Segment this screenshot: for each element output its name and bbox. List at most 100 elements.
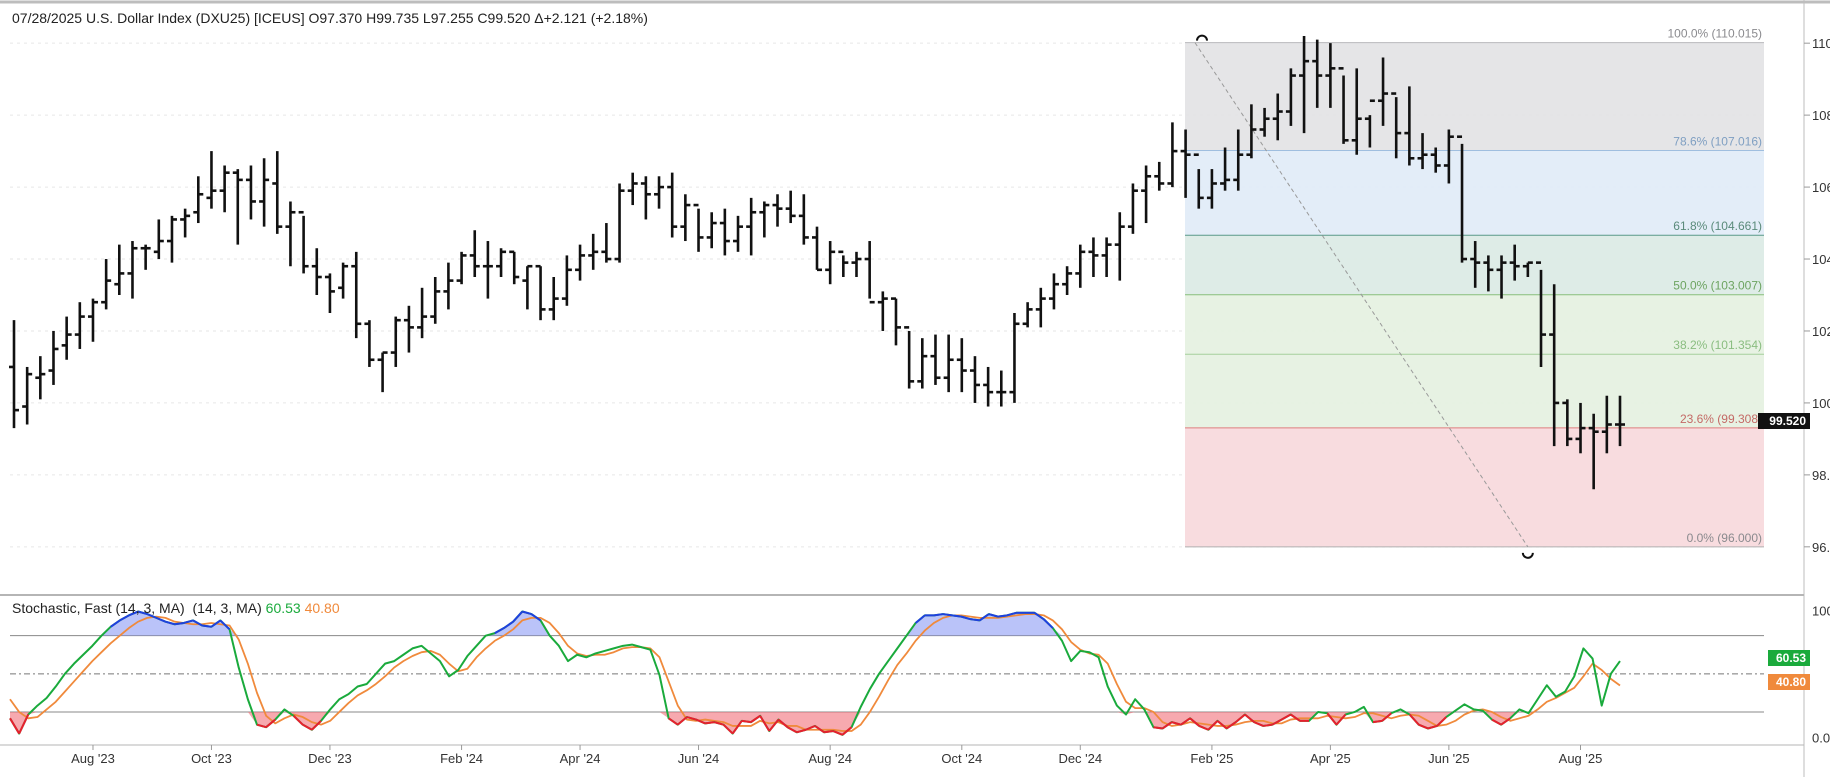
ohlc-bar [87, 298, 98, 342]
stoch-k-overbought-segment [183, 619, 194, 624]
stoch-k-oversold-segment [787, 726, 798, 734]
ohlc-bar [1430, 147, 1441, 173]
x-tick-label: Dec '23 [308, 751, 352, 766]
stoch-k-oversold-segment [750, 714, 761, 723]
ohlc-bar [377, 351, 388, 393]
ohlc-bar [719, 208, 730, 256]
ohlc-bar [430, 277, 441, 324]
ohlc-bar [417, 287, 428, 339]
ohlc-bar [1141, 165, 1152, 224]
stoch-k-overbought-segment [979, 613, 990, 622]
x-tick-label: Apr '25 [1310, 751, 1351, 766]
ohlc-bar [1299, 35, 1310, 134]
stoch-k-overbought-segment [137, 610, 148, 616]
ohlc-bar [812, 226, 822, 272]
stoch-k-overbought-segment [952, 614, 962, 618]
ohlc-bar [1233, 129, 1244, 191]
stoch-k-oversold-segment [677, 716, 688, 726]
ohlc-bar [890, 297, 901, 346]
stoch-k-oversold-segment [814, 725, 825, 734]
ohlc-bar [403, 305, 414, 353]
stoch-k-oversold-segment [1226, 721, 1237, 730]
stoch-k-oversold-segment [9, 717, 21, 735]
stoch-k-oversold-segment [722, 723, 734, 735]
oversold-fill [10, 711, 1620, 735]
stoch-k-overbought-segment [970, 618, 980, 622]
stoch-k-oversold-segment [805, 725, 816, 731]
stoch-k-overbought-segment [914, 614, 926, 624]
x-tick-label: Oct '23 [191, 751, 232, 766]
ohlc-bar [127, 241, 138, 299]
x-tick-label: Oct '24 [941, 751, 982, 766]
stoch-k-oversold-segment [741, 719, 752, 724]
price-tick-label: 102.000 [1812, 324, 1830, 339]
ohlc-bar [548, 277, 559, 321]
stoch-k-oversold-segment [695, 718, 706, 725]
fib-zone [1185, 150, 1764, 236]
stoch-k-overbought-segment [119, 614, 130, 622]
ohlc-bar [443, 262, 454, 310]
stoch-k-oversold-segment [1372, 719, 1383, 724]
stoch-k-oversold-segment [1500, 717, 1511, 726]
price-tick-label: 100.000 [1812, 396, 1830, 411]
last-price-label: 99.520 [1758, 413, 1810, 429]
ohlc-bar [864, 241, 875, 304]
stoch-d-line [9, 613, 1621, 732]
ohlc-bar [1062, 266, 1073, 295]
ohlc-bar [35, 356, 46, 400]
ohlc-bar [917, 338, 928, 389]
stoch-k-oversold-segment [18, 714, 30, 734]
stoch-k-oversold-segment [1381, 712, 1392, 722]
header-instrument: U.S. Dollar Index (DXU25) [ICEUS] [85, 10, 305, 26]
x-tick-label: Jun '25 [1428, 751, 1470, 766]
ohlc-bar [746, 197, 757, 256]
x-axis: Aug '23 Oct '23 Dec '23 Feb '24 Apr '24 Jun '… [71, 745, 1602, 766]
stoch-k-oversold-segment [311, 720, 322, 731]
d-value-pill: 40.80 [1768, 674, 1810, 690]
ohlc-bar [1088, 237, 1099, 278]
stoch-k-overbought-segment [494, 627, 505, 635]
stoch-k-oversold-segment [1162, 721, 1173, 730]
price-tick-label: 104.000 [1812, 252, 1830, 267]
stoch-k-oversold-segment [668, 717, 679, 726]
stoch-k-overbought-segment [210, 619, 221, 628]
stoch-k-oversold-segment [768, 718, 780, 732]
stoch-k-oversold-segment [1235, 713, 1246, 723]
fib-level-label: 50.0% (103.007) [1673, 279, 1762, 293]
ohlc-bar [640, 176, 651, 220]
stoch-k-overbought-segment [1033, 611, 1045, 620]
ohlc-bar [1167, 122, 1178, 188]
header-high: H99.735 [366, 10, 420, 26]
fib-level-label: 0.0% (96.000) [1687, 531, 1762, 545]
ohlc-bar [1404, 86, 1415, 166]
stoch-k-overbought-segment [988, 613, 999, 618]
stoch-k-oversold-segment [1207, 720, 1219, 731]
ohlc-bar [693, 203, 704, 252]
stoch-k-overbought-segment [201, 624, 212, 628]
stoch-k-overbought-segment [530, 613, 542, 622]
stoch-k-oversold-segment [796, 728, 807, 734]
ohlc-bar [482, 241, 493, 299]
header-date: 07/28/2025 [12, 10, 83, 26]
stoch-k-oversold-segment [1290, 713, 1301, 722]
ohlc-bar [733, 215, 744, 252]
stoch-k-oversold-segment [777, 718, 789, 728]
ohlc-bar [1206, 169, 1217, 209]
stoch-k-oversold-segment [302, 723, 313, 731]
ohlc-bar [1364, 99, 1375, 148]
ohlc-bar [324, 273, 335, 313]
ohlc-bar [1246, 104, 1257, 159]
ohlc-bar [1522, 261, 1533, 278]
stoch-k-oversold-segment [1263, 723, 1273, 727]
ohlc-bar [1035, 287, 1046, 328]
ohlc-bar [259, 158, 270, 227]
ohlc-bar [996, 370, 1007, 407]
ohlc-bar [535, 264, 546, 321]
ohlc-bar [1536, 261, 1547, 367]
stoch-k-oversold-segment [1244, 713, 1255, 723]
x-tick-label: Aug '25 [1559, 751, 1603, 766]
ohlc-bar [272, 151, 283, 234]
ohlc-bar [114, 244, 125, 295]
stoch-k-oversold-segment [1326, 712, 1338, 726]
